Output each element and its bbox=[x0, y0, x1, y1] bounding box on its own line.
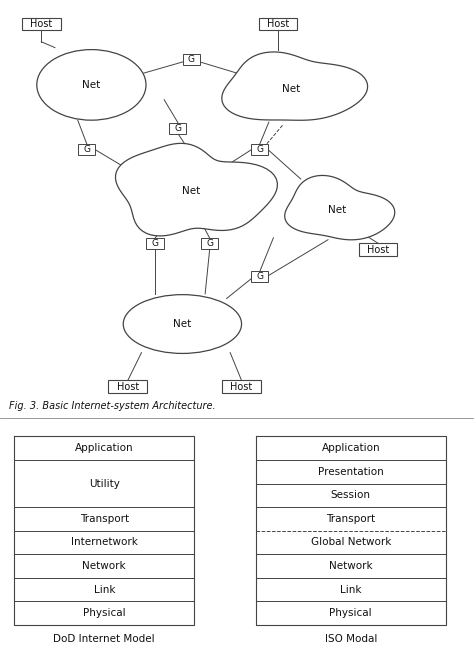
FancyBboxPatch shape bbox=[359, 243, 397, 256]
Text: Net: Net bbox=[82, 80, 100, 90]
FancyBboxPatch shape bbox=[201, 238, 219, 249]
Text: Physical: Physical bbox=[329, 608, 372, 618]
Text: Net: Net bbox=[173, 319, 191, 329]
Text: Net: Net bbox=[182, 186, 201, 196]
Text: G: G bbox=[256, 273, 263, 281]
FancyBboxPatch shape bbox=[78, 144, 95, 155]
Text: Physical: Physical bbox=[83, 608, 126, 618]
Text: Global Network: Global Network bbox=[310, 537, 391, 548]
Text: Application: Application bbox=[321, 443, 380, 453]
Text: G: G bbox=[83, 145, 91, 154]
FancyBboxPatch shape bbox=[251, 144, 268, 155]
Text: Link: Link bbox=[340, 584, 362, 595]
FancyBboxPatch shape bbox=[183, 54, 200, 65]
Text: Host: Host bbox=[367, 244, 389, 255]
Ellipse shape bbox=[123, 295, 242, 353]
Text: Network: Network bbox=[329, 561, 373, 571]
Text: Net: Net bbox=[283, 84, 301, 94]
Text: G: G bbox=[256, 145, 263, 154]
Text: Net: Net bbox=[328, 205, 346, 215]
Polygon shape bbox=[285, 176, 395, 240]
Text: G: G bbox=[174, 124, 182, 132]
Text: Transport: Transport bbox=[326, 514, 375, 524]
Text: Utility: Utility bbox=[89, 478, 120, 489]
Text: Transport: Transport bbox=[80, 514, 129, 524]
Text: Host: Host bbox=[30, 19, 53, 29]
Text: Fig. 3. Basic Internet-system Architecture.: Fig. 3. Basic Internet-system Architectu… bbox=[9, 401, 216, 411]
FancyBboxPatch shape bbox=[251, 272, 268, 283]
FancyBboxPatch shape bbox=[109, 380, 147, 393]
FancyBboxPatch shape bbox=[169, 122, 186, 133]
Text: Host: Host bbox=[230, 382, 253, 392]
FancyBboxPatch shape bbox=[146, 238, 164, 249]
Text: G: G bbox=[206, 239, 213, 248]
Text: G: G bbox=[188, 55, 195, 64]
FancyBboxPatch shape bbox=[222, 380, 261, 393]
Text: Network: Network bbox=[82, 561, 126, 571]
Text: Host: Host bbox=[117, 382, 139, 392]
Text: ISO Modal: ISO Modal bbox=[325, 634, 377, 644]
Text: Session: Session bbox=[331, 491, 371, 500]
Text: Presentation: Presentation bbox=[318, 467, 383, 477]
FancyBboxPatch shape bbox=[22, 18, 61, 30]
Text: G: G bbox=[152, 239, 159, 248]
Text: DoD Internet Model: DoD Internet Model bbox=[54, 634, 155, 644]
Text: Host: Host bbox=[267, 19, 289, 29]
Polygon shape bbox=[116, 143, 277, 236]
FancyBboxPatch shape bbox=[259, 18, 297, 30]
Ellipse shape bbox=[37, 50, 146, 120]
Polygon shape bbox=[222, 52, 368, 121]
Text: Link: Link bbox=[93, 584, 115, 595]
Text: Application: Application bbox=[75, 443, 134, 453]
Text: Internetwork: Internetwork bbox=[71, 537, 138, 548]
